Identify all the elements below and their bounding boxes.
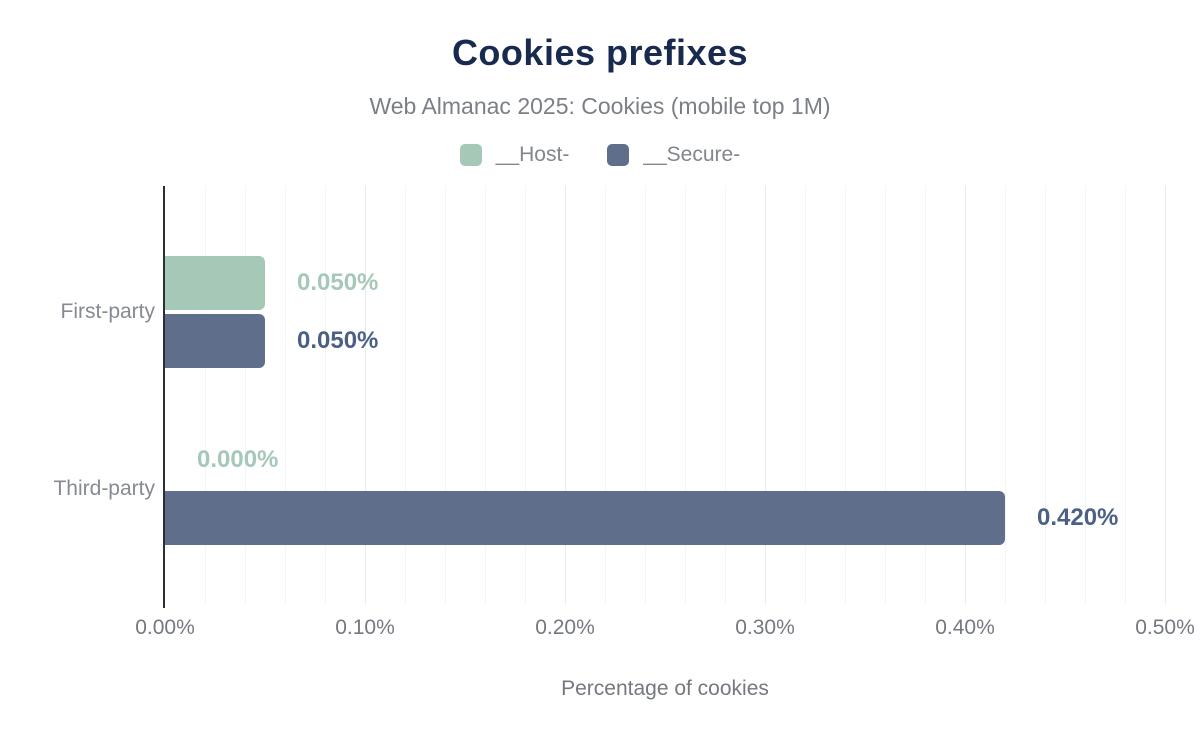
gridline xyxy=(845,186,846,604)
x-tick-label: 0.30% xyxy=(735,616,795,639)
gridline xyxy=(645,186,646,604)
x-tick-label: 0.20% xyxy=(535,616,595,639)
gridline xyxy=(365,186,366,604)
gridline xyxy=(1005,186,1006,604)
gridline xyxy=(285,186,286,604)
gridline xyxy=(685,186,686,604)
chart-title: Cookies prefixes xyxy=(451,32,749,73)
legend-item: __Host- xyxy=(459,143,570,167)
gridline xyxy=(325,186,326,604)
gridline xyxy=(405,186,406,604)
gridline xyxy=(725,186,726,604)
legend-label: __Host- xyxy=(495,143,570,166)
legend-label: __Secure- xyxy=(643,143,741,166)
gridline xyxy=(445,186,446,604)
gridline xyxy=(245,186,246,604)
legend-swatch-icon xyxy=(459,144,482,166)
bar-third-party-Secure- xyxy=(165,491,1005,545)
y-axis-line xyxy=(163,186,165,608)
bar-first-party-Host- xyxy=(165,256,265,310)
x-tick-label: 0.40% xyxy=(935,616,995,639)
gridline xyxy=(205,186,206,604)
gridline xyxy=(885,186,886,604)
value-label: 0.050% xyxy=(297,327,379,354)
gridline xyxy=(805,186,806,604)
x-tick-label: 0.10% xyxy=(335,616,395,639)
x-tick-label: 0.50% xyxy=(1135,616,1195,639)
value-label: 0.050% xyxy=(297,269,379,296)
legend: __Host- __Secure- xyxy=(0,142,1200,168)
gridline xyxy=(925,186,926,604)
legend-item: __Secure- xyxy=(607,143,740,167)
gridline xyxy=(1125,186,1126,604)
gridline xyxy=(525,186,526,604)
chart-subtitle: Web Almanac 2025: Cookies (mobile top 1M… xyxy=(369,93,831,119)
category-label: Third-party xyxy=(53,477,155,500)
x-tick-label: 0.00% xyxy=(135,616,195,639)
gridline xyxy=(765,186,766,604)
value-label: 0.420% xyxy=(1037,504,1119,531)
gridline xyxy=(485,186,486,604)
legend-swatch-icon xyxy=(607,144,630,166)
category-label: First-party xyxy=(60,300,156,323)
gridline xyxy=(1165,186,1166,604)
value-label: 0.000% xyxy=(197,446,279,473)
x-axis-label: Percentage of cookies xyxy=(561,677,769,700)
gridline xyxy=(965,186,966,604)
gridline xyxy=(565,186,566,604)
gridline xyxy=(605,186,606,604)
gridline xyxy=(1045,186,1046,604)
gridline xyxy=(1085,186,1086,604)
bar-first-party-Secure- xyxy=(165,314,265,368)
